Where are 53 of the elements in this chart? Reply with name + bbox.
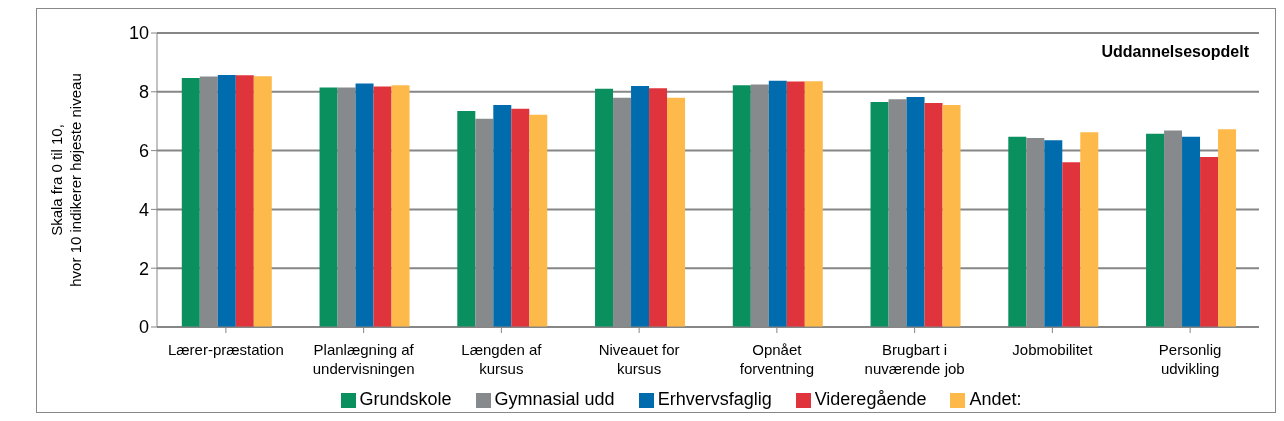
bar	[732, 85, 751, 327]
bar	[1218, 129, 1237, 327]
legend-label: Grundskole	[359, 389, 452, 409]
bar	[768, 80, 787, 327]
x-tick-label: Lærer-præstation	[167, 341, 284, 358]
bar	[942, 105, 961, 327]
bar	[924, 102, 943, 327]
y-tick-label: 6	[138, 140, 149, 161]
y-tick-label: 2	[138, 258, 149, 279]
y-tick-label: 0	[138, 317, 149, 338]
bar	[217, 75, 236, 327]
bar	[319, 87, 338, 327]
bar	[493, 105, 512, 327]
bar	[355, 83, 374, 327]
x-tick-label: Brugbart i nuværende job	[864, 341, 965, 377]
bar	[649, 88, 668, 327]
bar	[235, 75, 254, 327]
bar	[1062, 162, 1081, 327]
bar	[906, 97, 925, 327]
bar	[631, 85, 650, 327]
y-axis-title: Skala fra 0 til 10, hvor 10 indikerer højeste niveau	[47, 73, 84, 287]
text: Uddannelsesopdelt	[1101, 43, 1249, 61]
bar	[529, 114, 548, 327]
y-tick-label: 4	[138, 199, 149, 220]
y-tick-label: 10	[128, 23, 149, 44]
bar	[1044, 140, 1063, 327]
bar	[595, 88, 614, 327]
bar	[1200, 157, 1219, 327]
x-tick-label: Personlig udvikling	[1158, 341, 1222, 377]
bar	[373, 86, 392, 327]
bar	[870, 102, 889, 327]
bar	[1008, 136, 1027, 327]
bar	[181, 77, 200, 327]
bar	[457, 110, 476, 327]
x-tick-label: Jobmobilitet	[1012, 341, 1094, 358]
x-tick-label: Opnået forventning	[739, 341, 814, 377]
bar	[1146, 133, 1165, 327]
legend-label: Andet:	[969, 389, 1022, 409]
bar	[253, 76, 272, 327]
x-tick-label: Niveauet for kursus	[598, 341, 680, 377]
bar	[804, 81, 823, 327]
bar	[1182, 136, 1201, 327]
x-tick-label: Planlægning af undervisningen	[312, 341, 415, 377]
x-tick-label: Længden af kursus	[461, 341, 543, 377]
y-tick-label: 8	[138, 82, 149, 103]
legend-label: Erhvervsfaglig	[657, 389, 772, 409]
bar	[786, 81, 805, 327]
legend-label: Videregående	[814, 389, 927, 409]
bar	[667, 97, 686, 327]
legend-label: Gymnasial udd	[494, 389, 615, 409]
bar	[511, 108, 530, 327]
bar	[1080, 132, 1099, 327]
bar	[391, 85, 410, 327]
